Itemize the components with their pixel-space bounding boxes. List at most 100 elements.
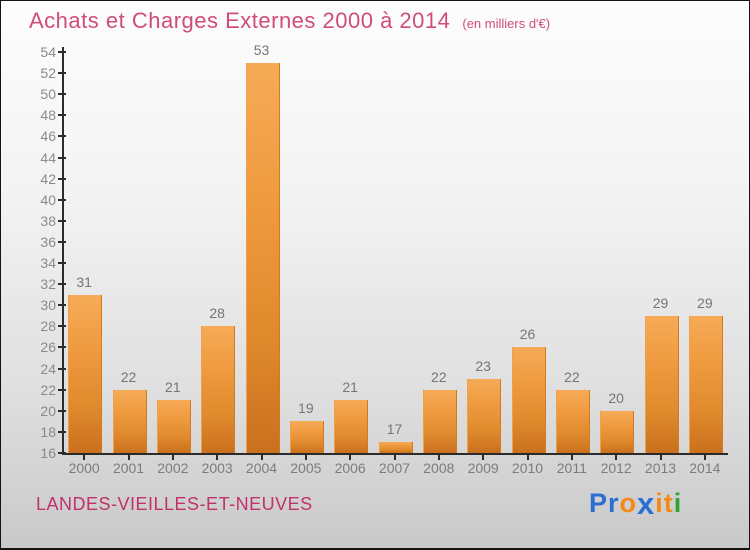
y-axis-tick-label: 48 (40, 107, 56, 124)
bar-value-label: 29 (697, 294, 713, 311)
y-axis-tick-label: 30 (40, 297, 56, 314)
y-axis-tick-label: 50 (40, 86, 56, 103)
bar-value-label: 29 (652, 294, 669, 311)
y-axis-tick-label: 38 (40, 212, 56, 229)
bar-value-label: 17 (386, 421, 403, 438)
y-axis-tick (58, 325, 66, 328)
logo-letter-r: r (608, 488, 620, 518)
x-axis-tick-label: 2008 (423, 460, 455, 476)
logo-letter-o: o (619, 488, 638, 518)
y-axis-tick (58, 219, 66, 222)
x-axis-tick (304, 455, 307, 460)
bar-2012 (600, 410, 635, 453)
y-axis-tick-label: 32 (40, 276, 56, 293)
y-axis-tick-label: 40 (40, 191, 56, 208)
y-axis-tick-label: 28 (40, 318, 56, 335)
x-axis-tick (349, 455, 352, 460)
bar-value-label: 21 (165, 379, 181, 396)
y-axis-tick-label: 24 (40, 360, 56, 377)
y-axis-tick-label: 20 (40, 402, 56, 419)
y-axis-tick (58, 388, 66, 391)
chart-title-row: Achats et Charges Externes 2000 à 2014 (… (29, 8, 550, 34)
y-axis-tick (58, 198, 66, 201)
x-axis-tick (171, 455, 174, 460)
bar-value-label: 22 (564, 368, 580, 385)
y-axis-tick (58, 430, 66, 433)
y-axis-tick-label: 22 (40, 381, 56, 398)
bar-2014 (688, 315, 723, 453)
y-axis-tick (58, 156, 66, 159)
chart-title: Achats et Charges Externes 2000 à 2014 (29, 8, 451, 33)
y-axis-tick-label: 52 (40, 65, 56, 82)
place-name-label: LANDES-VIEILLES-ET-NEUVES (36, 494, 313, 514)
y-axis-line (62, 47, 64, 455)
x-axis-tick-label: 2010 (511, 460, 544, 476)
bar-2005 (289, 421, 324, 453)
bar-value-label: 21 (342, 379, 358, 396)
x-axis-tick (260, 455, 263, 460)
x-axis-tick (526, 455, 529, 460)
x-axis-tick-label: 2006 (334, 460, 366, 476)
x-axis-line (62, 453, 728, 455)
x-axis-tick (393, 455, 396, 460)
bar-2010 (511, 347, 546, 453)
y-axis-tick (58, 304, 66, 307)
x-axis-tick-label: 2004 (245, 460, 278, 476)
y-axis-tick (58, 262, 66, 265)
logo-letter-x: x (637, 486, 656, 521)
y-axis-tick-label: 36 (40, 233, 56, 250)
bar-value-label: 23 (475, 358, 491, 375)
bar-2013 (644, 315, 679, 453)
bar-2007 (378, 442, 413, 453)
y-axis-tick (58, 367, 66, 370)
logo-letter-i: i (655, 488, 664, 518)
x-axis-tick (659, 455, 662, 460)
bar-value-label: 26 (519, 326, 536, 343)
bar-2002 (156, 400, 191, 453)
logo-letter-P: P (589, 488, 609, 518)
y-axis-tick (58, 177, 66, 180)
y-axis-tick (58, 72, 66, 75)
x-axis-tick-label: 2007 (378, 460, 411, 476)
x-axis-tick (437, 455, 440, 460)
bar-value-label: 53 (253, 41, 270, 58)
bar-2009 (467, 379, 502, 453)
bar-value-label: 31 (76, 273, 92, 290)
x-axis-tick-label: 2009 (467, 460, 499, 476)
y-axis-tick-label: 34 (40, 255, 56, 272)
y-axis-tick-label: 46 (40, 128, 56, 145)
bar-2003 (201, 326, 236, 453)
x-axis-tick (127, 455, 130, 460)
y-axis-tick (58, 135, 66, 138)
y-axis-tick-label: 26 (40, 339, 56, 356)
logo-letter-i: i (673, 488, 683, 518)
x-axis-tick-label: 2002 (157, 460, 189, 476)
y-axis-tick (58, 409, 66, 412)
x-axis-tick-label: 2011 (556, 460, 587, 476)
x-axis-tick (703, 455, 706, 460)
x-axis-tick-label: 2005 (290, 460, 322, 476)
bar-2004 (245, 62, 280, 453)
x-axis-tick-label: 2000 (68, 460, 100, 476)
x-axis-tick (216, 455, 219, 460)
y-axis-tick-label: 44 (40, 149, 56, 166)
y-axis-tick (58, 93, 66, 96)
x-axis-tick-label: 2001 (112, 460, 145, 476)
bar-2006 (334, 400, 369, 453)
y-axis-tick-label: 16 (40, 445, 56, 461)
bar-2008 (422, 389, 457, 453)
bar-value-label: 20 (608, 389, 624, 406)
y-axis-tick-label: 54 (40, 44, 56, 60)
y-axis-tick (58, 51, 66, 53)
y-axis-tick (58, 283, 66, 286)
y-axis-tick-label: 18 (40, 423, 56, 440)
bar-value-label: 19 (298, 400, 314, 417)
bar-2011 (555, 389, 590, 453)
x-axis-tick (570, 455, 573, 460)
x-axis-tick (482, 455, 485, 460)
bar-2001 (112, 389, 147, 453)
y-axis-tick-label: 42 (40, 170, 56, 187)
bar-value-label: 22 (431, 368, 447, 385)
